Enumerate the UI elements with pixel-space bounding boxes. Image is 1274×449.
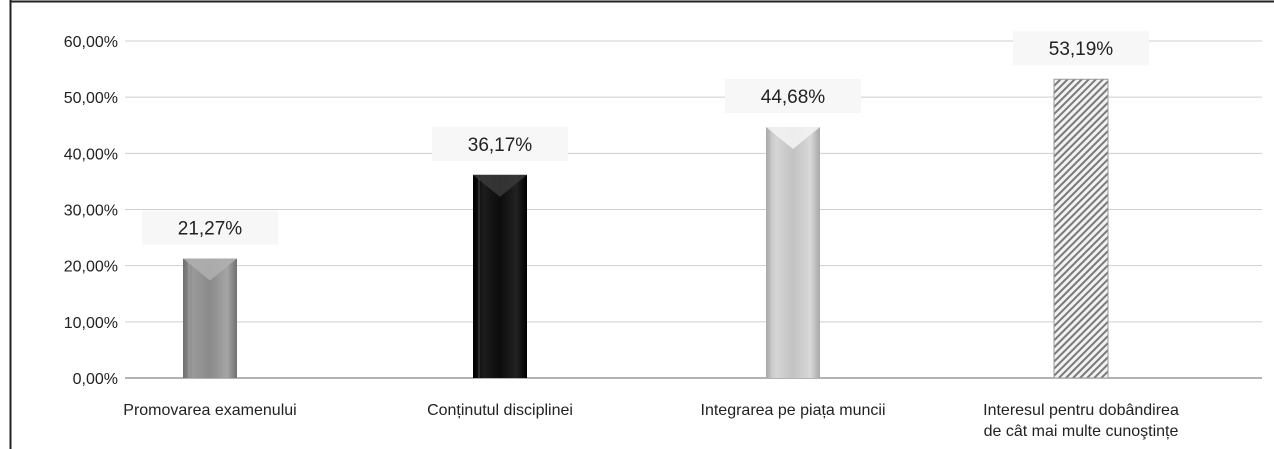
bar	[1053, 78, 1109, 379]
data-label: 44,68%	[761, 87, 826, 108]
y-tick-label: 20,00%	[64, 259, 118, 276]
data-label: 21,27%	[178, 219, 243, 240]
bar-group	[766, 127, 820, 378]
y-tick-label: 0,00%	[73, 371, 118, 388]
bar-group	[183, 258, 237, 378]
bar-group	[1053, 78, 1109, 379]
y-tick-label: 30,00%	[64, 203, 118, 220]
x-tick-label: Interesul pentru dobândirea	[983, 402, 1179, 419]
data-label-box	[142, 210, 278, 245]
bar-bevel	[766, 127, 820, 150]
bar-group	[473, 174, 527, 378]
data-label-box	[1013, 31, 1149, 66]
bar-bevel	[183, 258, 237, 281]
data-label-box	[725, 79, 861, 114]
x-tick-label: Promovarea examenului	[123, 402, 296, 419]
x-tick-label: Integrarea pe piața muncii	[701, 402, 886, 419]
data-label: 53,19%	[1049, 39, 1114, 60]
bar	[766, 127, 820, 378]
bar	[473, 174, 527, 378]
x-tick-label: Conținutul disciplinei	[427, 402, 573, 419]
bar-bevel	[473, 174, 527, 197]
y-tick-label: 40,00%	[64, 146, 118, 163]
x-tick-label: de cât mai multe cunoştințe	[984, 423, 1179, 440]
data-label-box	[432, 126, 568, 161]
data-label: 36,17%	[468, 135, 533, 156]
y-tick-label: 50,00%	[64, 90, 118, 107]
y-tick-label: 10,00%	[64, 315, 118, 332]
y-tick-label: 60,00%	[64, 34, 118, 51]
